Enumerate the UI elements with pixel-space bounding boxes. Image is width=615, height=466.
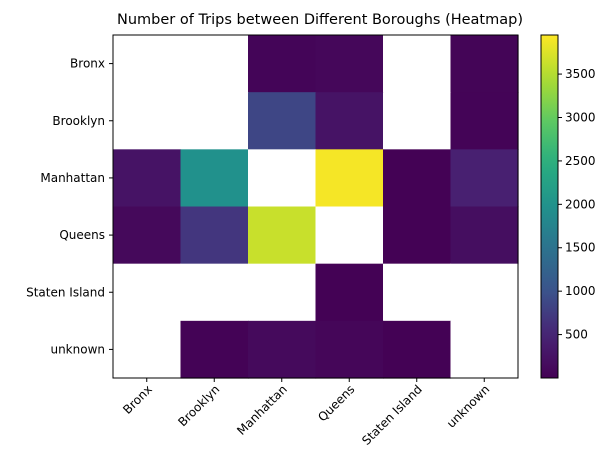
x-tick-label: Bronx xyxy=(120,382,155,417)
x-axis: Bronx Brooklyn Manhattan Queens Staten Islan… xyxy=(120,378,492,448)
heatmap-cell xyxy=(248,149,317,208)
heatmap-cell xyxy=(180,320,249,379)
heatmap-cell xyxy=(113,206,182,265)
heatmap-cell xyxy=(180,149,249,208)
colorbar-tick-label: 2500 xyxy=(565,154,596,168)
heatmap-cell xyxy=(180,35,249,93)
heatmap-cell xyxy=(450,263,519,322)
colorbar-tick-label: 500 xyxy=(565,328,588,342)
heatmap-cell xyxy=(113,263,182,322)
heatmap-cell xyxy=(113,149,182,208)
heatmap-cell xyxy=(248,35,317,93)
heatmap-cell xyxy=(383,149,452,208)
heatmap-cell xyxy=(450,320,519,379)
heatmap-cell xyxy=(315,206,384,265)
heatmap-cell xyxy=(383,92,452,150)
heatmap-cell xyxy=(315,149,384,208)
plot-frame xyxy=(112,34,519,379)
heatmap-cell xyxy=(383,263,452,322)
colorbar-tick-label: 1500 xyxy=(565,241,596,255)
heatmap-cell xyxy=(113,35,182,93)
x-tick-label: Manhattan xyxy=(234,382,290,438)
heatmap-cell xyxy=(315,92,384,150)
heatmap-cell xyxy=(248,263,317,322)
heatmap-cell xyxy=(450,149,519,208)
heatmap-cell xyxy=(248,206,317,265)
heatmap-cell xyxy=(383,35,452,93)
colorbar-tick-label: 3000 xyxy=(565,110,596,124)
y-tick-label: Brooklyn xyxy=(52,114,105,128)
heatmap-cell xyxy=(450,206,519,265)
heatmap-cell xyxy=(383,206,452,265)
y-tick-label: Manhattan xyxy=(40,171,105,185)
heatmap-cell xyxy=(383,320,452,379)
heatmap-cell xyxy=(248,320,317,379)
y-tick-label: Bronx xyxy=(70,57,105,71)
colorbar-tick-label: 2000 xyxy=(565,197,596,211)
y-tick-label: unknown xyxy=(50,342,105,356)
y-tick-label: Staten Island xyxy=(26,285,105,299)
heatmap-cell xyxy=(113,320,182,379)
heatmap-cell xyxy=(180,263,249,322)
x-tick-label: Staten Island xyxy=(359,382,425,448)
heatmap-cells xyxy=(113,35,519,379)
colorbar-tick-label: 3500 xyxy=(565,67,596,81)
heatmap-cell xyxy=(450,92,519,150)
heatmap-cell xyxy=(315,263,384,322)
colorbar-tick-label: 1000 xyxy=(565,284,596,298)
heatmap-cell xyxy=(113,92,182,150)
heatmap-cell xyxy=(180,92,249,150)
heatmap-cell xyxy=(315,35,384,93)
colorbar-gradient xyxy=(540,34,559,379)
heatmap-cell xyxy=(450,35,519,93)
heatmap-cell xyxy=(248,92,317,150)
x-tick-label: Brooklyn xyxy=(175,382,222,429)
x-tick-label: Queens xyxy=(315,382,357,424)
heatmap-cell xyxy=(180,206,249,265)
heatmap-cell xyxy=(315,320,384,379)
x-tick-label: unknown xyxy=(444,382,492,430)
chart-title: Number of Trips between Different Boroug… xyxy=(117,12,523,28)
colorbar: 500 1000 1500 2000 2500 3000 3500 xyxy=(540,34,596,379)
y-axis: Bronx Brooklyn Manhattan Queens Staten Islan… xyxy=(26,57,113,356)
y-tick-label: Queens xyxy=(59,228,105,242)
